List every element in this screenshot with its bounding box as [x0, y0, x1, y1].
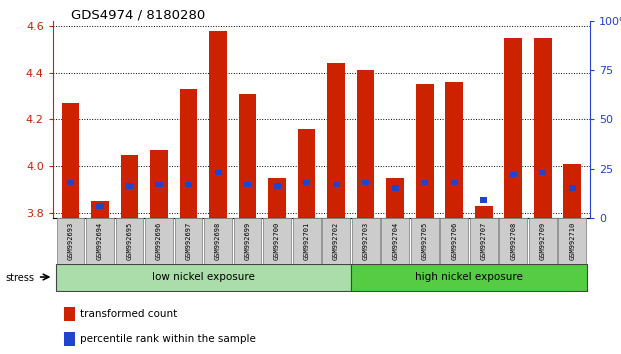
Bar [86, 218, 114, 264]
Bar [410, 218, 438, 264]
Bar [416, 84, 433, 218]
Text: high nickel exposure: high nickel exposure [415, 272, 523, 282]
Bar [91, 201, 109, 218]
Bar [504, 38, 522, 218]
Bar [61, 103, 79, 218]
Bar [529, 218, 556, 264]
Bar [292, 218, 320, 264]
Text: GSM992698: GSM992698 [215, 222, 221, 260]
Bar [63, 307, 76, 321]
Bar [351, 264, 587, 291]
Bar [57, 218, 84, 264]
Text: GSM992707: GSM992707 [481, 222, 487, 260]
Bar [386, 178, 404, 218]
Bar [451, 179, 458, 185]
Bar [569, 185, 576, 191]
Bar [362, 179, 369, 185]
Text: GSM992701: GSM992701 [304, 222, 310, 260]
Bar [539, 170, 546, 175]
Text: GSM992704: GSM992704 [392, 222, 398, 260]
Text: GSM992702: GSM992702 [333, 222, 339, 260]
Bar [440, 218, 468, 264]
Bar [499, 218, 527, 264]
Text: GSM992693: GSM992693 [68, 222, 73, 260]
Bar [480, 197, 487, 203]
Text: transformed count: transformed count [79, 309, 177, 319]
Bar [238, 94, 256, 218]
Bar [126, 183, 133, 189]
Text: GSM992699: GSM992699 [245, 222, 251, 260]
Bar [534, 38, 551, 218]
Bar [214, 170, 222, 175]
Bar [56, 264, 351, 291]
Bar [155, 182, 163, 187]
Bar [244, 182, 251, 187]
Bar [381, 218, 409, 264]
Bar [209, 30, 227, 218]
Bar [67, 179, 74, 185]
Bar [475, 206, 492, 218]
Text: GSM992709: GSM992709 [540, 222, 546, 260]
Text: GSM992703: GSM992703 [363, 222, 369, 260]
Text: GSM992710: GSM992710 [569, 222, 575, 260]
Bar [175, 218, 202, 264]
Bar [63, 332, 76, 346]
Bar [96, 203, 104, 209]
Text: GSM992695: GSM992695 [127, 222, 132, 260]
Bar [445, 82, 463, 218]
Text: GSM992700: GSM992700 [274, 222, 280, 260]
Bar [179, 89, 197, 218]
Text: GSM992706: GSM992706 [451, 222, 457, 260]
Bar [357, 70, 374, 218]
Text: stress: stress [5, 273, 34, 283]
Bar [233, 218, 261, 264]
Bar [268, 178, 286, 218]
Bar [333, 182, 340, 187]
Text: GSM992697: GSM992697 [186, 222, 191, 260]
Bar [563, 164, 581, 218]
Text: percentile rank within the sample: percentile rank within the sample [79, 333, 256, 344]
Bar [558, 218, 586, 264]
Bar [392, 185, 399, 191]
Text: GSM992705: GSM992705 [422, 222, 428, 260]
Text: low nickel exposure: low nickel exposure [152, 272, 255, 282]
Bar [303, 179, 310, 185]
Bar [327, 63, 345, 218]
Bar [116, 218, 143, 264]
Text: GDS4974 / 8180280: GDS4974 / 8180280 [71, 9, 206, 22]
Bar [263, 218, 291, 264]
Bar [274, 183, 281, 189]
Bar [150, 150, 168, 218]
Bar [204, 218, 232, 264]
Bar [145, 218, 173, 264]
Bar [185, 182, 192, 187]
Bar [421, 179, 428, 185]
Bar [120, 155, 138, 218]
Text: GSM992696: GSM992696 [156, 222, 162, 260]
Bar [351, 218, 379, 264]
Text: GSM992708: GSM992708 [510, 222, 516, 260]
Bar [510, 172, 517, 177]
Bar [470, 218, 497, 264]
Bar [322, 218, 350, 264]
Text: GSM992694: GSM992694 [97, 222, 103, 260]
Bar [297, 129, 315, 218]
